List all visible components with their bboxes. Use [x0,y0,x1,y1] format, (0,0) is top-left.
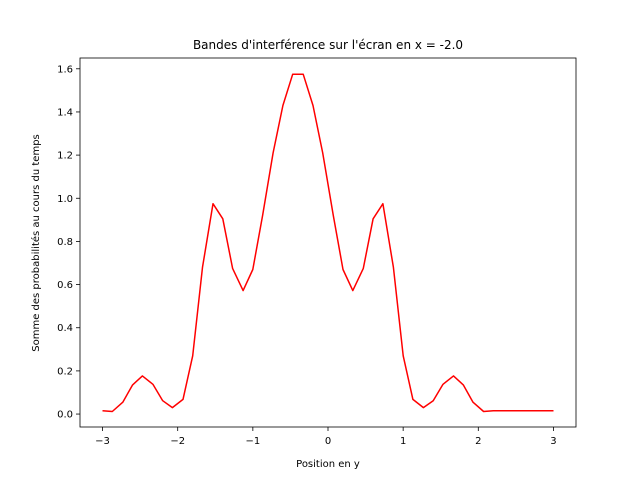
y-tick-label: 1.6 [57,64,73,75]
y-tick-label: 1.4 [57,107,73,118]
y-tick-label: 1.0 [57,194,73,205]
x-axis-label: Position en y [296,459,360,470]
y-tick-label: 1.2 [57,151,73,162]
x-tick-label: 2 [475,436,481,447]
y-axis-label: Somme des probabilités au cours du temps [30,134,42,351]
chart-title: Bandes d'interférence sur l'écran en x =… [193,38,463,52]
plot-area: −3 −2 −1 0 1 2 3 0.0 0.2 0.4 0.6 0.8 1.0 1.2 1.4 1.6 [57,57,577,447]
x-tick-label: −1 [245,436,260,447]
y-tick-label: 0.0 [57,410,73,421]
y-tick-label: 0.2 [57,366,73,377]
x-tick-label: −2 [170,436,185,447]
x-tick-label: 0 [325,436,331,447]
y-tick-label: 0.6 [57,280,73,291]
y-tick-label: 0.4 [57,323,73,334]
y-tick-label: 0.8 [57,237,73,248]
x-tick-label: 1 [400,436,406,447]
series-line-0 [102,73,554,413]
x-tick-label: 3 [550,436,556,447]
x-tick-label: −3 [95,436,110,447]
